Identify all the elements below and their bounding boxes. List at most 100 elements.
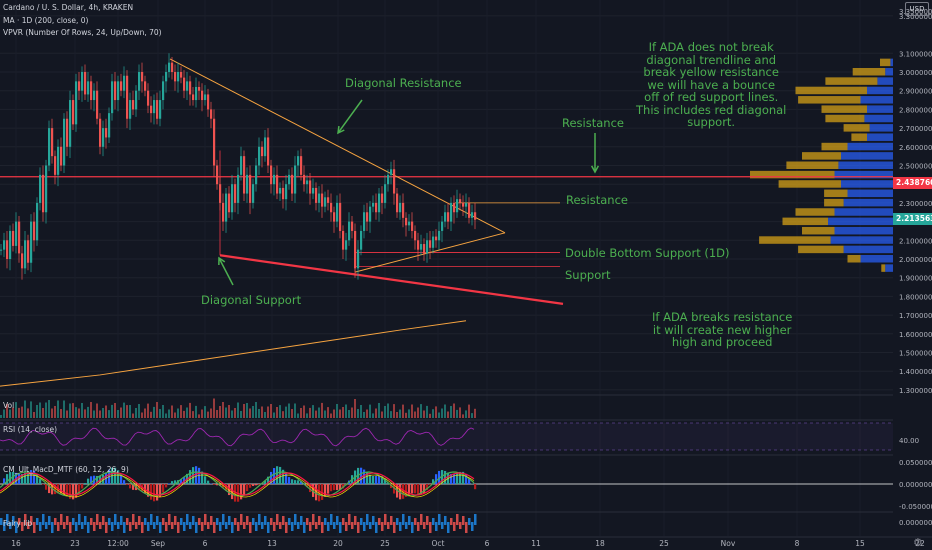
candle-body [18,221,21,254]
volume-bar [153,406,155,418]
drawing-lines[interactable] [0,58,893,387]
candle-body [246,174,249,194]
candle-body [108,113,111,138]
pane4-bar [156,516,159,525]
pane4-bar [336,516,339,525]
pane4-bar [45,522,48,529]
pane4-bar [450,518,453,525]
volume-bar [471,413,473,418]
candle-body [72,100,75,125]
pane4-bar [375,522,378,533]
rsi-pane-label[interactable]: RSI (14, close) [3,425,58,434]
candles [0,53,477,280]
volume-bar [348,410,350,418]
macd-histogram-bar [21,473,24,484]
macd-histogram-bar [450,473,453,484]
volume-bar [237,402,239,418]
pane4-bar [39,522,42,531]
volume-bar [243,404,245,418]
ma-indicator-label[interactable]: MA · 1D (200, close, 0) [3,16,89,25]
pane4-label[interactable]: Fairy lib [3,519,33,528]
pane4-bar [108,518,111,525]
macd-histogram-bar [285,473,288,484]
pane4-bar [204,514,207,525]
diag-resistance-arrow [337,99,363,134]
pane4-bar [219,522,222,531]
pane4-bar [3,522,6,531]
macd-histogram-bar [282,469,285,484]
macd-histogram-bar [318,484,321,502]
volume-bar [183,410,185,418]
vpvr-down-bar [821,105,867,113]
volume-bar [105,405,107,418]
pane4-bar [264,516,267,525]
volume-bar [174,412,176,418]
macd-histogram-bar [228,484,231,496]
volume-bar [114,403,116,418]
vpvr-indicator-label[interactable]: VPVR (Number Of Rows, 24, Up/Down, 70) [3,28,162,37]
candle-body [438,230,441,241]
settings-gear-icon[interactable]: ⚙ [913,536,923,549]
pane4-bar [240,514,243,525]
candle-body [420,244,423,250]
vpvr-up-bar [843,245,893,254]
macd-histogram-bar [234,484,237,502]
time-tick-label: 25 [380,539,390,548]
candle-body [327,197,330,203]
time-axis[interactable]: 16 23 12:00 Sep 6 13 20 25 Oct 6 11 18 25 Nov 8 15 22 [0,536,932,548]
vpvr-down-bar [880,58,891,67]
volume-bar [201,409,203,418]
candle-body [369,206,372,222]
volume-bar [420,404,422,418]
macd-histogram-bar [405,484,408,497]
last-price-tag: 2.213563 [893,213,932,225]
macd-histogram-bar [153,484,156,502]
candle-body [228,193,231,213]
volume-bar [6,404,8,418]
time-tick-label: 20 [333,539,343,548]
vpvr-up-bar [877,77,893,85]
candle-body [306,180,309,185]
vol-pane-label[interactable]: Vol [3,401,15,410]
macd-histogram-bar [66,484,69,497]
pane4-bar [33,522,36,533]
candle-body [180,72,183,78]
volume-bar [84,409,86,418]
candle-body [99,118,102,147]
candle-body [90,81,93,101]
volume-bar [135,408,137,418]
volume-bar [210,408,212,418]
candle-body [93,90,96,101]
vpvr-up-bar [828,217,893,226]
pane4-bar [183,522,186,531]
pane4-bar [30,516,33,525]
volume-bar [228,405,230,418]
macd-histogram-bar [468,477,471,484]
pane4-bar [192,516,195,525]
candle-body [24,240,27,269]
candle-body [27,240,30,263]
macd-histogram-bar [9,471,12,484]
volume-bar [261,406,263,418]
pane4-bar [135,522,138,529]
volume-bar [396,412,398,418]
volume-bar [303,405,305,418]
vpvr-down-bar [802,226,835,235]
currency-badge[interactable]: USD [905,2,929,16]
volume-bar [399,409,401,418]
pane4-bar [417,522,420,531]
candle-body [399,202,402,213]
macd-pane-label[interactable]: CM_Ult_MacD_MTF (60, 12, 26, 9) [3,465,129,474]
macd-histogram-bar [123,480,126,484]
rsi-band [0,423,893,450]
pane4-bar [426,516,429,525]
diagonal-support-label: Diagonal Support [201,293,302,307]
macd-histogram-bar [369,474,372,484]
note-break: If ADA breaks resistance it will create n… [652,310,793,349]
volume-bar [333,409,335,418]
candle-body [0,249,3,251]
pane4-bar [144,518,147,525]
symbol-title[interactable]: Cardano / U. S. Dollar, 4h, KRAKEN [3,3,134,12]
